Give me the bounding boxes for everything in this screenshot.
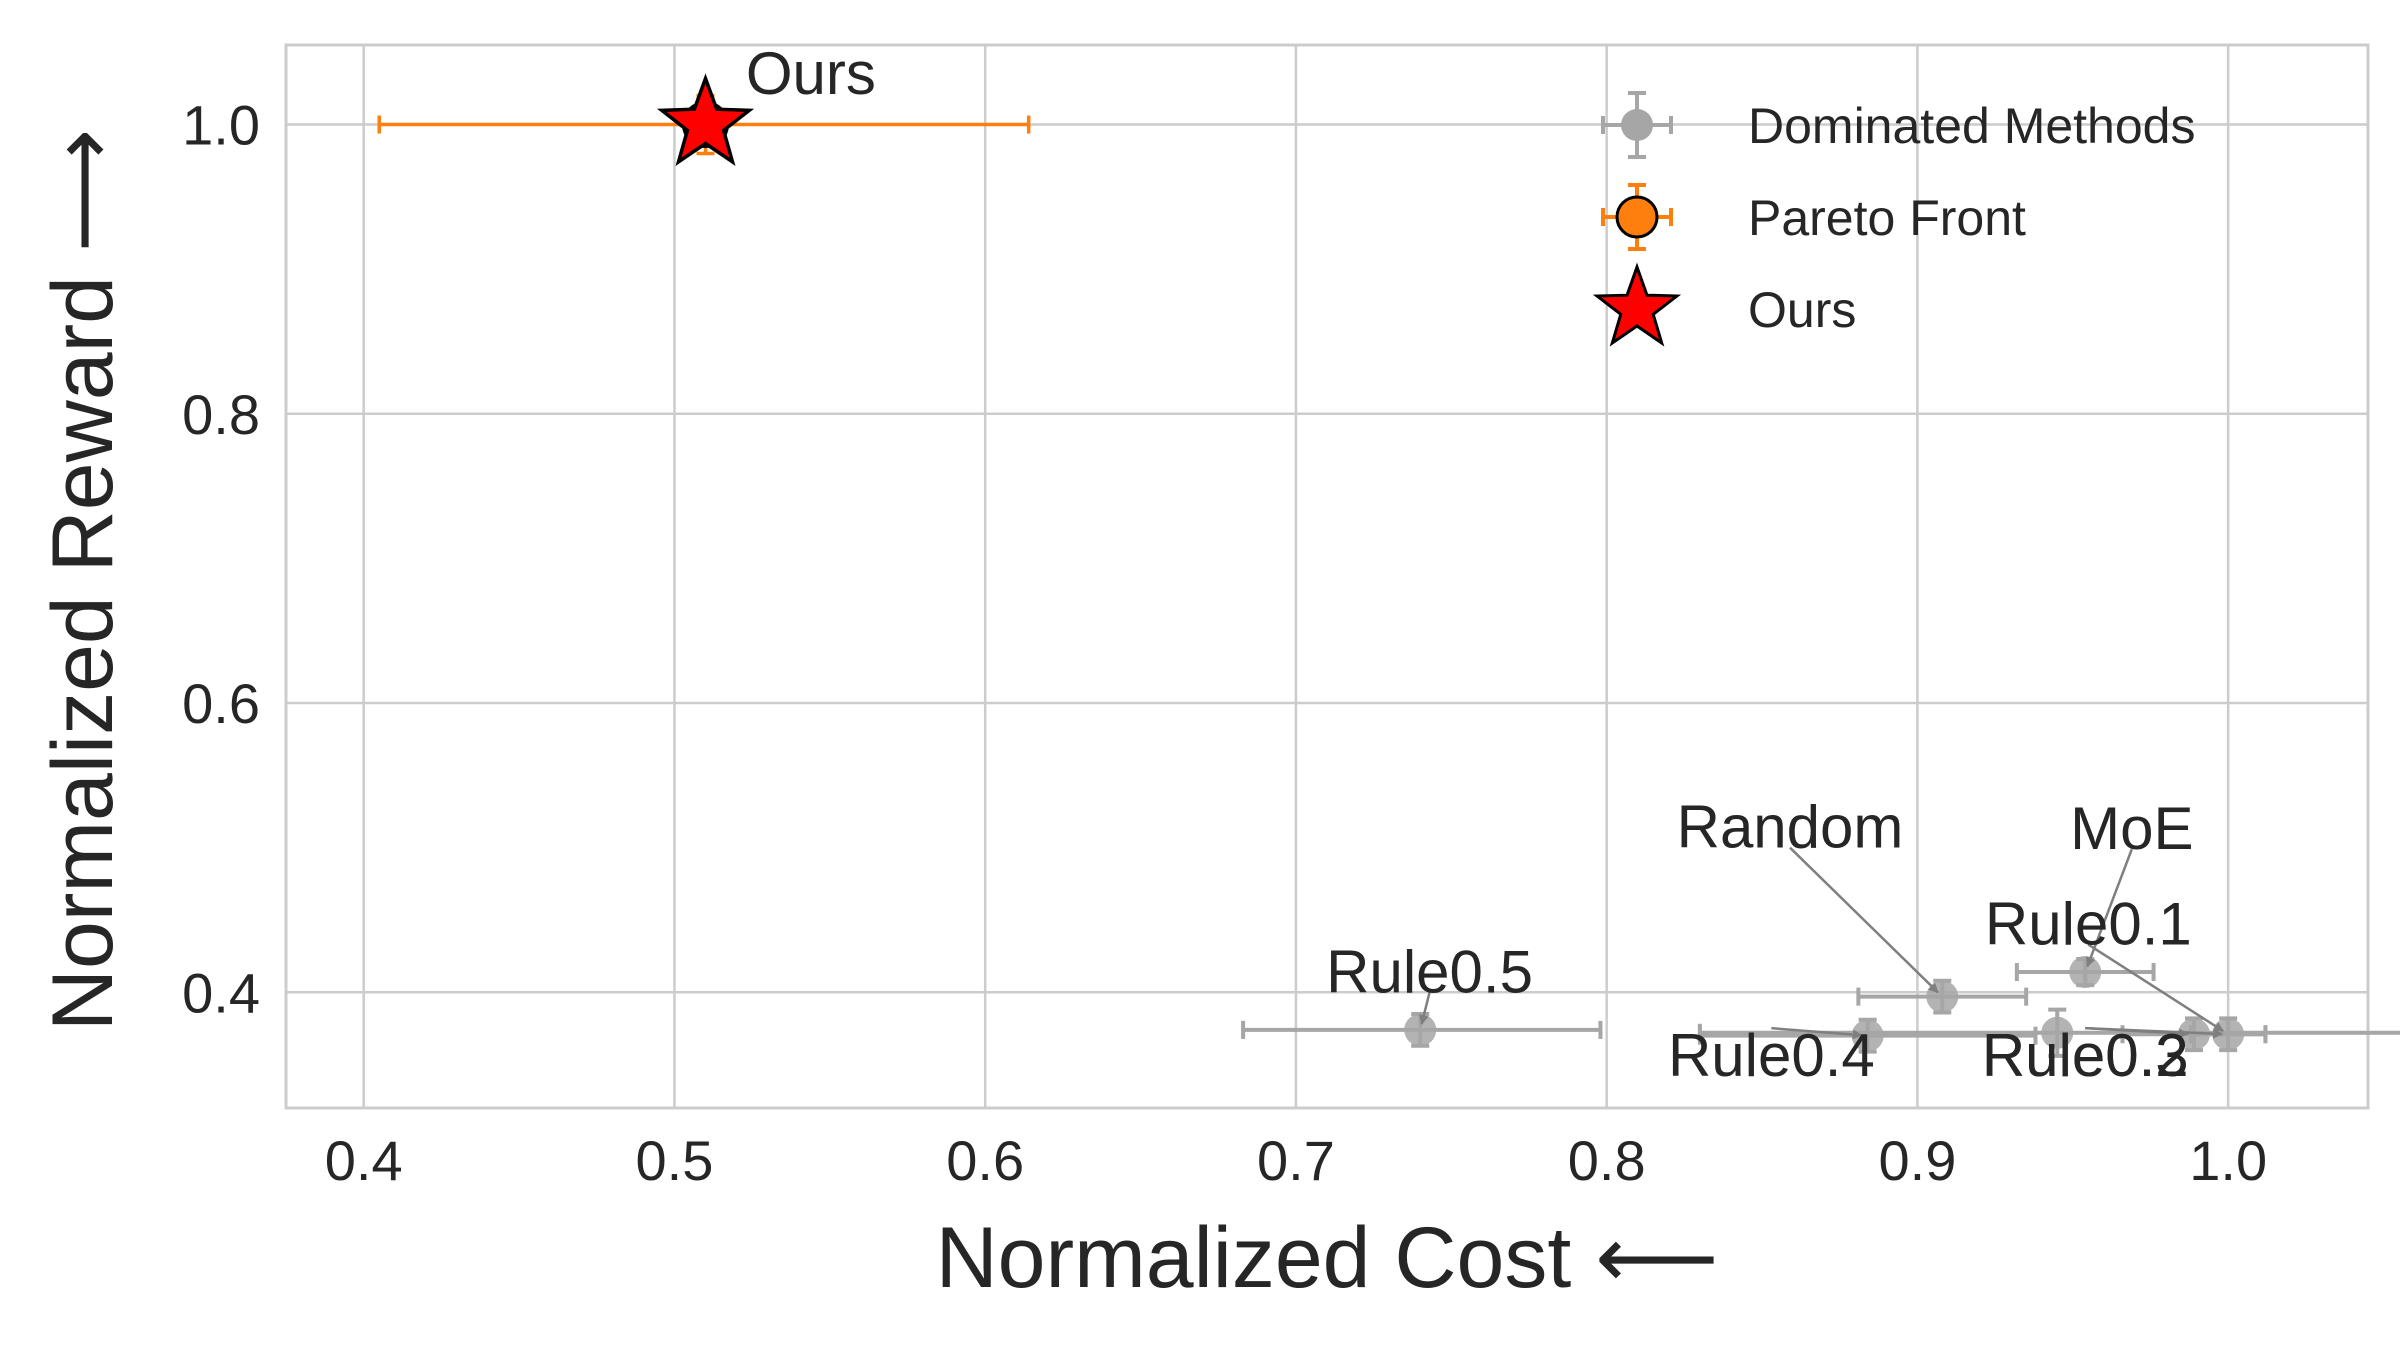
legend-star-marker — [1592, 262, 1682, 347]
annotation-label: Rule0.2 — [1982, 1022, 2189, 1089]
legend-label: Pareto Front — [1748, 190, 2026, 246]
dominated-point — [2177, 1018, 2210, 1051]
annotations: Ours Rule0.5 Random MoE Rule0.1 Rule0.4 Rule0.… — [746, 40, 2224, 1089]
annotation-label: Rule0.4 — [1668, 1022, 1875, 1089]
annotation-label: MoE — [2070, 795, 2193, 862]
x-tick-label: 0.5 — [636, 1129, 714, 1192]
annotation-arrow — [1771, 1026, 1863, 1040]
dominated-point — [2041, 1016, 2074, 1049]
annotation-arrow — [1418, 991, 1431, 1026]
legend-label: Dominated Methods — [1748, 98, 2195, 154]
annotation-arrow — [2085, 1026, 2224, 1039]
ours-star-marker — [656, 73, 755, 166]
x-tick-label: 0.4 — [325, 1129, 403, 1192]
legend-marker — [1615, 195, 1659, 239]
annotation-label: Rule0.3 — [1982, 1022, 2189, 1089]
dominated-point — [1851, 1019, 1884, 1052]
y-tick-label: 0.8 — [182, 383, 260, 446]
x-tick-labels: 0.4 0.5 0.6 0.7 0.8 0.9 1.0 — [325, 1129, 2267, 1192]
legend-item: Pareto Front — [1601, 183, 2026, 251]
legend-marker — [1621, 109, 1653, 141]
y-tick-label: 0.6 — [182, 672, 260, 735]
annotation-label: Rule0.1 — [1985, 891, 2192, 958]
plot-frame — [284, 43, 2370, 1110]
x-tick-label: 1.0 — [2189, 1129, 2267, 1192]
x-tick-label: 0.7 — [1257, 1129, 1335, 1192]
annotation-arrow — [2085, 848, 2134, 968]
x-tick-label: 0.9 — [1878, 1129, 1956, 1192]
annotation-arrow — [2087, 943, 2224, 1033]
dominated-point — [1404, 1013, 1437, 1046]
legend-item: Ours — [1592, 262, 1856, 347]
y-tick-labels: 0.4 0.6 0.8 1.0 — [182, 94, 260, 1025]
annotation-arrow — [1789, 846, 1939, 994]
y-tick-label: 1.0 — [182, 94, 260, 157]
y-axis-title: Normalized Reward ⟶ — [35, 129, 131, 1031]
x-tick-label: 0.8 — [1568, 1129, 1646, 1192]
annotation-label: Random — [1677, 794, 1904, 861]
legend-item: Dominated Methods — [1601, 91, 2195, 159]
dominated-point — [2069, 956, 2102, 989]
annotation-label: Ours — [746, 40, 876, 107]
legend: Dominated Methods Pareto Front Ours — [1592, 91, 2195, 347]
annotation-label: Rule0.5 — [1326, 938, 1533, 1005]
legend-label: Ours — [1748, 282, 1856, 338]
x-axis-title: Normalized Cost ⟵ — [936, 1210, 1719, 1306]
y-tick-label: 0.4 — [182, 961, 260, 1024]
x-tick-label: 0.6 — [946, 1129, 1024, 1192]
